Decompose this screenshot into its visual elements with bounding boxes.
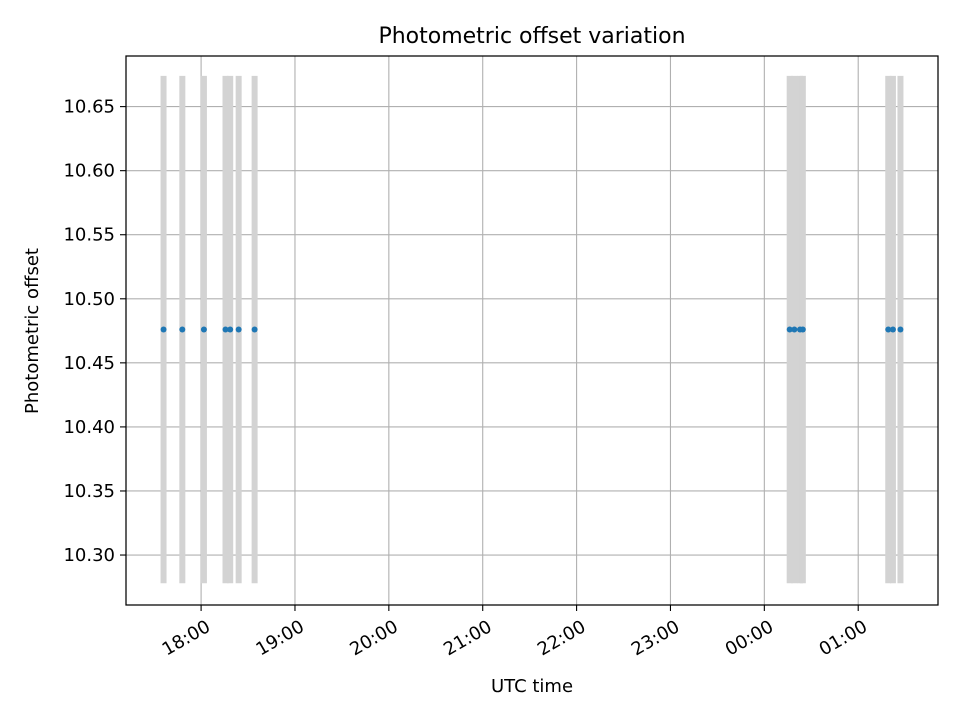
data-point [791,326,798,333]
y-tick-label: 10.60 [63,161,115,182]
data-point [235,326,242,333]
y-axis-label: Photometric offset [22,248,43,414]
data-point [889,326,896,333]
y-tick-label: 10.35 [63,481,115,502]
chart-title: Photometric offset variation [378,24,685,49]
data-point [251,326,258,333]
data-point [227,326,234,333]
data-point [897,326,904,333]
plot-frame [125,55,939,606]
y-tick-label: 10.30 [63,545,115,566]
y-tick-label: 10.55 [63,225,115,246]
y-tick-label: 10.65 [63,97,115,118]
y-tick-label: 10.40 [63,417,115,438]
y-tick-label: 10.45 [63,353,115,374]
data-points [160,326,904,333]
data-point [799,326,806,333]
data-point [179,326,186,333]
data-point [786,326,793,333]
data-point [160,326,167,333]
x-axis-label: UTC time [491,676,573,697]
y-tick-label: 10.50 [63,289,115,310]
data-point [200,326,207,333]
data-point [222,326,229,333]
data-point [885,326,892,333]
